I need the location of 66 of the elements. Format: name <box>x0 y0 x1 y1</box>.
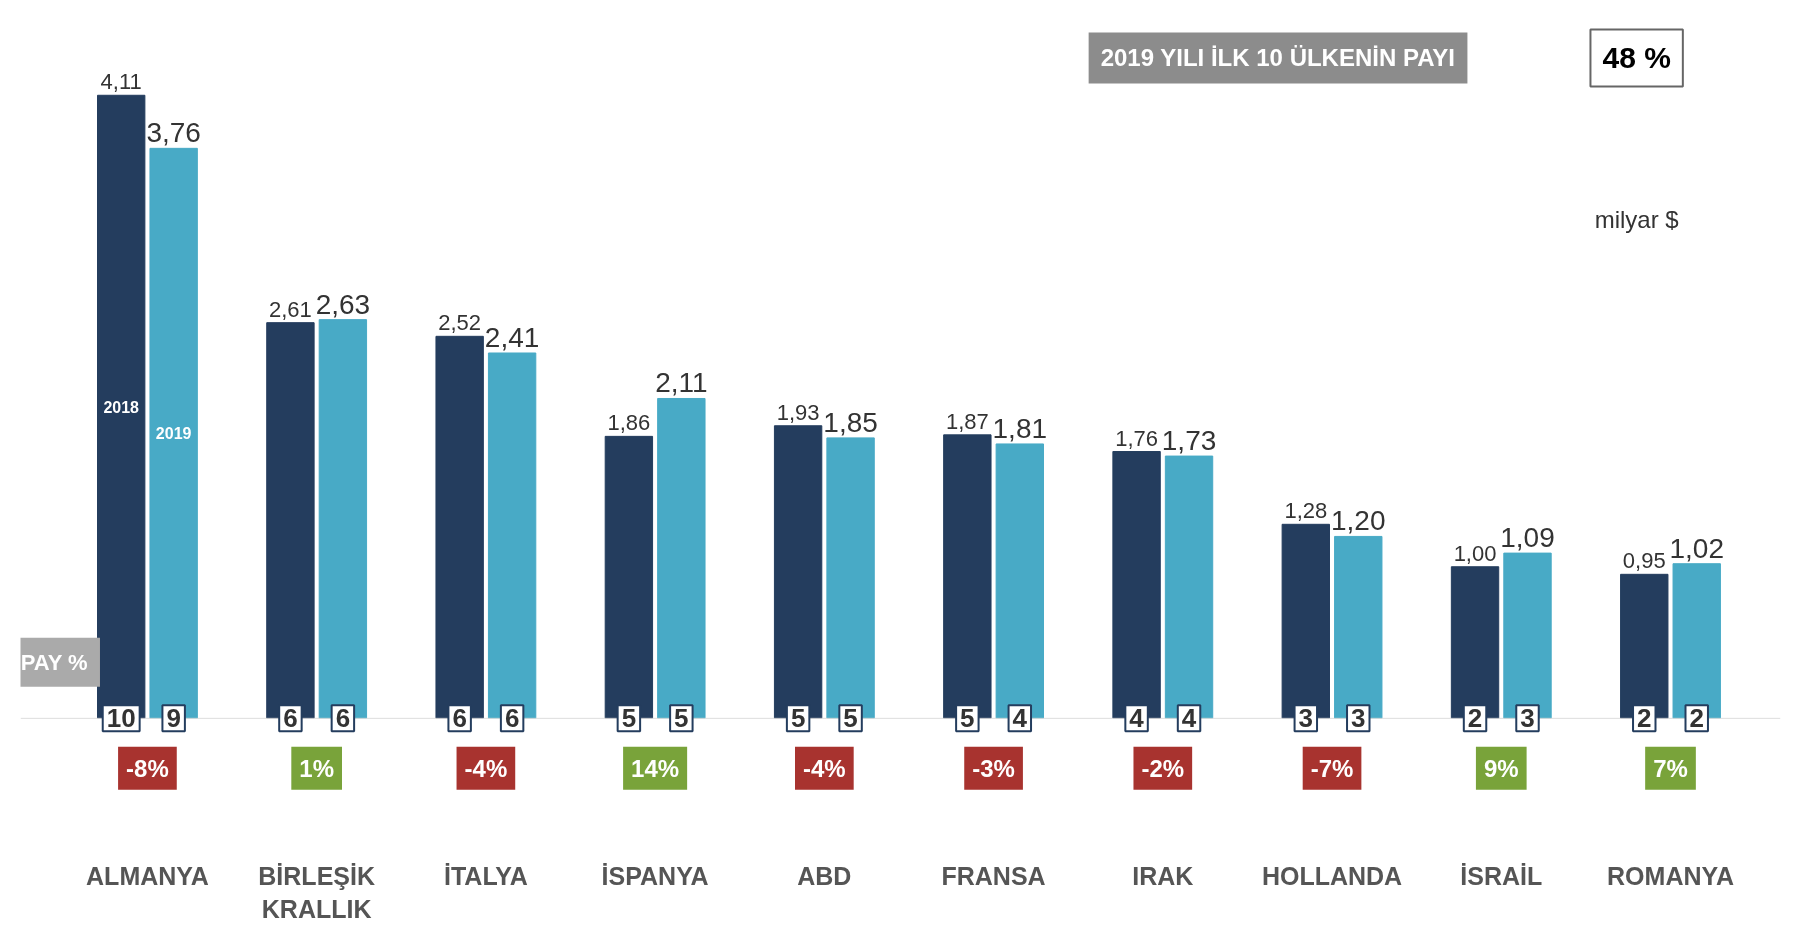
data-label: 2,61 <box>269 296 312 322</box>
x-tick-label: FRANSA <box>941 861 1046 890</box>
annotation: 6 <box>335 703 351 734</box>
data-label: 4,11 <box>100 69 142 95</box>
data-label: 1,93 <box>776 399 820 425</box>
annotation: 4 <box>1012 703 1028 734</box>
annotation: 2 <box>1689 703 1704 734</box>
annotation: milyar $ <box>1594 206 1679 234</box>
text: 7% <box>1653 754 1688 782</box>
data-label: 1,76 <box>1115 425 1158 451</box>
text: 1% <box>299 754 334 782</box>
x-tick-label: İSRAİL <box>1460 861 1543 890</box>
series-label: 2018 <box>103 398 140 416</box>
annotation: 3 <box>1520 703 1535 734</box>
text: -4% <box>803 754 846 782</box>
annotation: 3 <box>1298 703 1314 734</box>
text: -8% <box>126 754 169 782</box>
text: 2019 YILI İLK 10 ÜLKENİN PAYI <box>1100 44 1455 72</box>
text: -3% <box>972 754 1015 782</box>
text: 9% <box>1483 754 1519 782</box>
annotation: 6 <box>504 703 520 734</box>
text: -2% <box>1141 754 1185 782</box>
data-label: 2,63 <box>315 288 371 320</box>
data-label: 1,02 <box>1669 532 1724 564</box>
data-label: 1,73 <box>1161 425 1217 457</box>
annotation: 4 <box>1129 703 1145 734</box>
data-label: 1,81 <box>992 412 1048 444</box>
x-tick-label: İTALYA <box>443 861 528 890</box>
data-label: 2,52 <box>438 310 482 336</box>
data-label: 0,95 <box>1622 548 1666 574</box>
annotation: 5 <box>790 703 806 734</box>
data-label: 1,87 <box>945 408 989 434</box>
annotation: 2 <box>1467 703 1483 734</box>
annotation: 4 <box>1181 703 1197 734</box>
annotation: 5 <box>843 703 858 734</box>
annotation: 5 <box>674 703 689 734</box>
x-tick-label: ALMANYA <box>86 861 209 890</box>
x-tick-label: İSPANYA <box>601 861 709 890</box>
data-label: 1,00 <box>1453 540 1497 566</box>
annotation: 6 <box>452 703 467 734</box>
x-tick-label: BİRLEŞİK KRALLIK <box>258 861 375 924</box>
annotation: 3 <box>1351 703 1366 734</box>
annotation: 6 <box>283 703 298 734</box>
series-label: 2019 <box>155 425 192 443</box>
x-tick-label: ABD <box>797 861 852 890</box>
text: 48 % <box>1602 41 1671 75</box>
annotation: PAY % <box>20 649 88 675</box>
text: -4% <box>464 754 508 782</box>
data-label: 2,41 <box>484 321 540 353</box>
annotation: 9 <box>166 703 181 734</box>
data-label: 1,09 <box>1500 522 1555 554</box>
x-tick-label: ROMANYA <box>1607 861 1734 890</box>
x-tick-label: HOLLANDA <box>1261 861 1403 890</box>
annotation: 5 <box>960 703 975 734</box>
annotation: 2 <box>1637 703 1652 734</box>
data-label: 1,86 <box>607 410 651 436</box>
data-label: 1,85 <box>823 406 878 438</box>
data-label: 2,11 <box>655 367 708 399</box>
x-tick-label: IRAK <box>1132 861 1194 890</box>
data-label: 1,28 <box>1284 498 1328 524</box>
data-label: 1,20 <box>1331 505 1386 537</box>
data-label: 3,76 <box>146 117 201 149</box>
annotation: 10 <box>106 703 136 734</box>
annotation: 5 <box>621 703 637 734</box>
text: 14% <box>631 754 680 782</box>
text: -7% <box>1310 754 1354 782</box>
